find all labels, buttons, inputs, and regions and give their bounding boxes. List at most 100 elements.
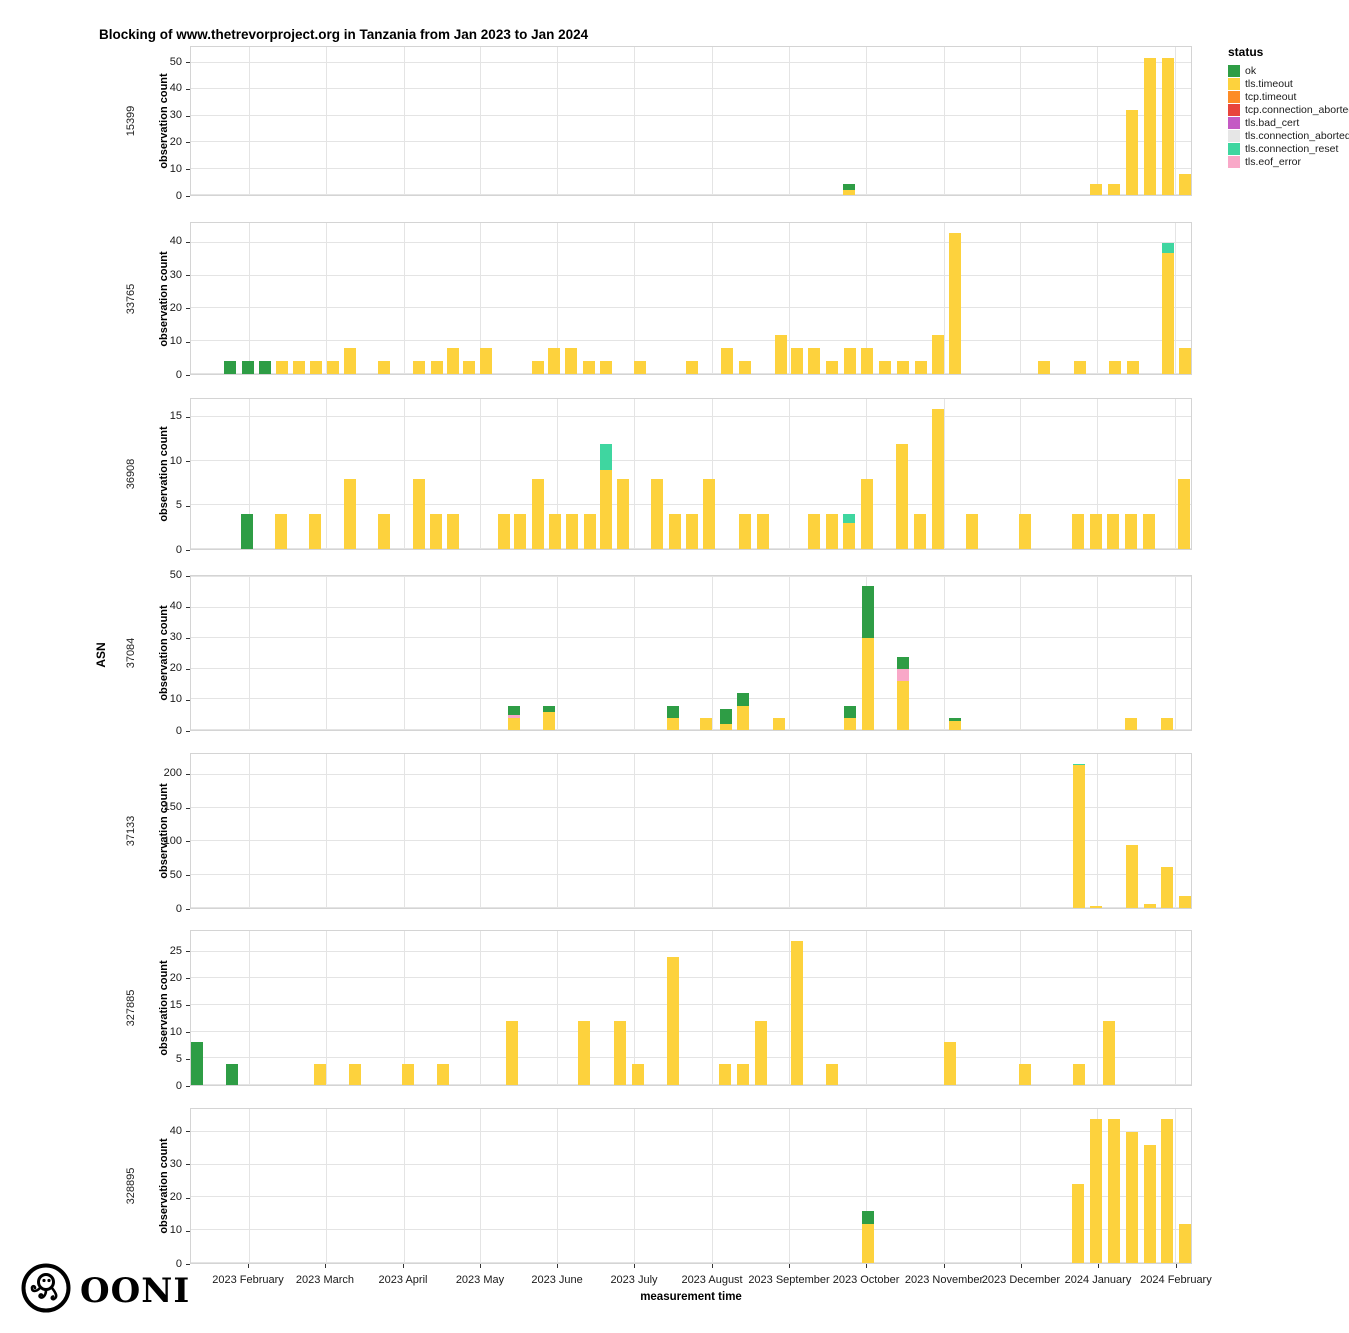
bar-327885[interactable] <box>506 1021 519 1085</box>
bar-segment-tls.connection_reset[interactable] <box>600 443 613 471</box>
bar-327885[interactable] <box>436 1063 449 1085</box>
bar-33765[interactable] <box>326 360 339 374</box>
bar-33765[interactable] <box>1127 360 1140 374</box>
bar-328895[interactable] <box>1144 1145 1157 1263</box>
bar-segment-tls.timeout[interactable] <box>1125 513 1138 549</box>
bar-segment-ok[interactable] <box>543 705 556 712</box>
bar-33765[interactable] <box>1109 360 1122 374</box>
bar-37084[interactable] <box>543 705 556 730</box>
bar-36908[interactable] <box>1178 478 1190 549</box>
bar-segment-tls.timeout[interactable] <box>1179 347 1191 374</box>
bar-segment-tls.timeout[interactable] <box>446 347 459 374</box>
bar-15399[interactable] <box>1162 57 1174 195</box>
bar-segment-tls.timeout[interactable] <box>617 478 630 549</box>
bar-segment-tls.timeout[interactable] <box>948 720 961 730</box>
bar-segment-tls.timeout[interactable] <box>343 347 356 374</box>
bar-327885[interactable] <box>943 1042 956 1085</box>
bar-327885[interactable] <box>578 1021 591 1085</box>
bar-segment-tls.timeout[interactable] <box>326 360 339 374</box>
bar-segment-tls.timeout[interactable] <box>896 681 909 730</box>
bar-segment-tls.timeout[interactable] <box>843 347 856 374</box>
bar-segment-tls.timeout[interactable] <box>860 478 873 549</box>
bar-33765[interactable] <box>825 360 838 374</box>
bar-segment-tls.timeout[interactable] <box>377 513 390 549</box>
bar-segment-tls.timeout[interactable] <box>718 1063 731 1085</box>
bar-segment-tls.timeout[interactable] <box>600 470 613 549</box>
bar-segment-tls.timeout[interactable] <box>754 1021 767 1085</box>
bar-15399[interactable] <box>1179 173 1191 195</box>
bar-328895[interactable] <box>861 1210 874 1263</box>
bar-36908[interactable] <box>756 513 769 549</box>
bar-segment-tls.timeout[interactable] <box>736 1063 749 1085</box>
bar-segment-ok[interactable] <box>948 717 961 721</box>
bar-37084[interactable] <box>1161 717 1173 730</box>
bar-segment-tls.timeout[interactable] <box>549 513 562 549</box>
bar-segment-tls.timeout[interactable] <box>343 478 356 549</box>
bar-segment-tls.timeout[interactable] <box>583 360 596 374</box>
bar-33765[interactable] <box>446 347 459 374</box>
bar-36908[interactable] <box>514 513 527 549</box>
bar-36908[interactable] <box>412 478 425 549</box>
bar-33765[interactable] <box>600 360 613 374</box>
bar-segment-tls.timeout[interactable] <box>825 360 838 374</box>
bar-327885[interactable] <box>225 1063 238 1085</box>
bar-segment-tls.timeout[interactable] <box>807 513 820 549</box>
bar-segment-tls.timeout[interactable] <box>584 513 597 549</box>
bar-segment-ok[interactable] <box>736 693 749 706</box>
bar-33765[interactable] <box>1162 242 1174 374</box>
bar-328895[interactable] <box>1161 1118 1173 1263</box>
bar-36908[interactable] <box>895 443 908 549</box>
legend-item-tls.timeout[interactable]: tls.timeout <box>1228 77 1349 90</box>
bar-segment-tls.timeout[interactable] <box>860 347 873 374</box>
bar-segment-tls.timeout[interactable] <box>309 360 322 374</box>
bar-33765[interactable] <box>343 347 356 374</box>
bar-327885[interactable] <box>1019 1063 1032 1085</box>
bar-37133[interactable] <box>1144 904 1157 908</box>
bar-36908[interactable] <box>860 478 873 549</box>
bar-segment-tls.timeout[interactable] <box>966 513 979 549</box>
bar-segment-tls.timeout[interactable] <box>412 360 425 374</box>
bar-328895[interactable] <box>1090 1118 1103 1263</box>
bar-segment-tls.timeout[interactable] <box>1162 252 1174 374</box>
bar-segment-tls.timeout[interactable] <box>548 347 561 374</box>
bar-segment-tls.timeout[interactable] <box>667 717 679 730</box>
bar-segment-tls.timeout[interactable] <box>463 360 476 374</box>
bar-segment-tls.timeout[interactable] <box>430 360 443 374</box>
bar-15399[interactable] <box>1126 110 1139 195</box>
bar-segment-tls.timeout[interactable] <box>348 1063 361 1085</box>
bar-36908[interactable] <box>703 478 715 549</box>
bar-33765[interactable] <box>565 347 578 374</box>
bar-segment-tls.timeout[interactable] <box>480 347 493 374</box>
bar-36908[interactable] <box>566 513 579 549</box>
bar-15399[interactable] <box>1090 184 1103 195</box>
bar-segment-tls.timeout[interactable] <box>412 478 425 549</box>
bar-33765[interactable] <box>914 360 927 374</box>
bar-segment-tls.timeout[interactable] <box>842 189 855 195</box>
bar-33765[interactable] <box>790 347 803 374</box>
bar-segment-tls.timeout[interactable] <box>1179 173 1191 195</box>
bar-327885[interactable] <box>1073 1063 1086 1085</box>
bar-segment-tls.timeout[interactable] <box>1144 904 1157 908</box>
bar-33765[interactable] <box>309 360 322 374</box>
bar-37084[interactable] <box>861 586 874 730</box>
bar-33765[interactable] <box>843 347 856 374</box>
bar-segment-tls.timeout[interactable] <box>292 360 305 374</box>
bar-segment-tls.timeout[interactable] <box>719 723 732 730</box>
bar-segment-tls.timeout[interactable] <box>1090 906 1103 908</box>
bar-328895[interactable] <box>1126 1131 1139 1263</box>
bar-segment-tls.timeout[interactable] <box>1179 1223 1191 1263</box>
bar-328895[interactable] <box>1108 1118 1121 1263</box>
bar-36908[interactable] <box>651 478 664 549</box>
bar-33765[interactable] <box>1179 347 1191 374</box>
bar-segment-ok[interactable] <box>667 705 679 718</box>
bar-segment-ok[interactable] <box>508 705 521 715</box>
bar-segment-tls.timeout[interactable] <box>686 360 698 374</box>
bar-segment-tls.timeout[interactable] <box>861 638 874 730</box>
bar-segment-ok[interactable] <box>861 586 874 639</box>
bar-segment-tls.timeout[interactable] <box>436 1063 449 1085</box>
bar-33765[interactable] <box>583 360 596 374</box>
bar-33765[interactable] <box>774 334 787 374</box>
bar-segment-tls.timeout[interactable] <box>842 522 855 549</box>
bar-segment-tls.timeout[interactable] <box>774 334 787 374</box>
bar-segment-tls.timeout[interactable] <box>738 513 751 549</box>
